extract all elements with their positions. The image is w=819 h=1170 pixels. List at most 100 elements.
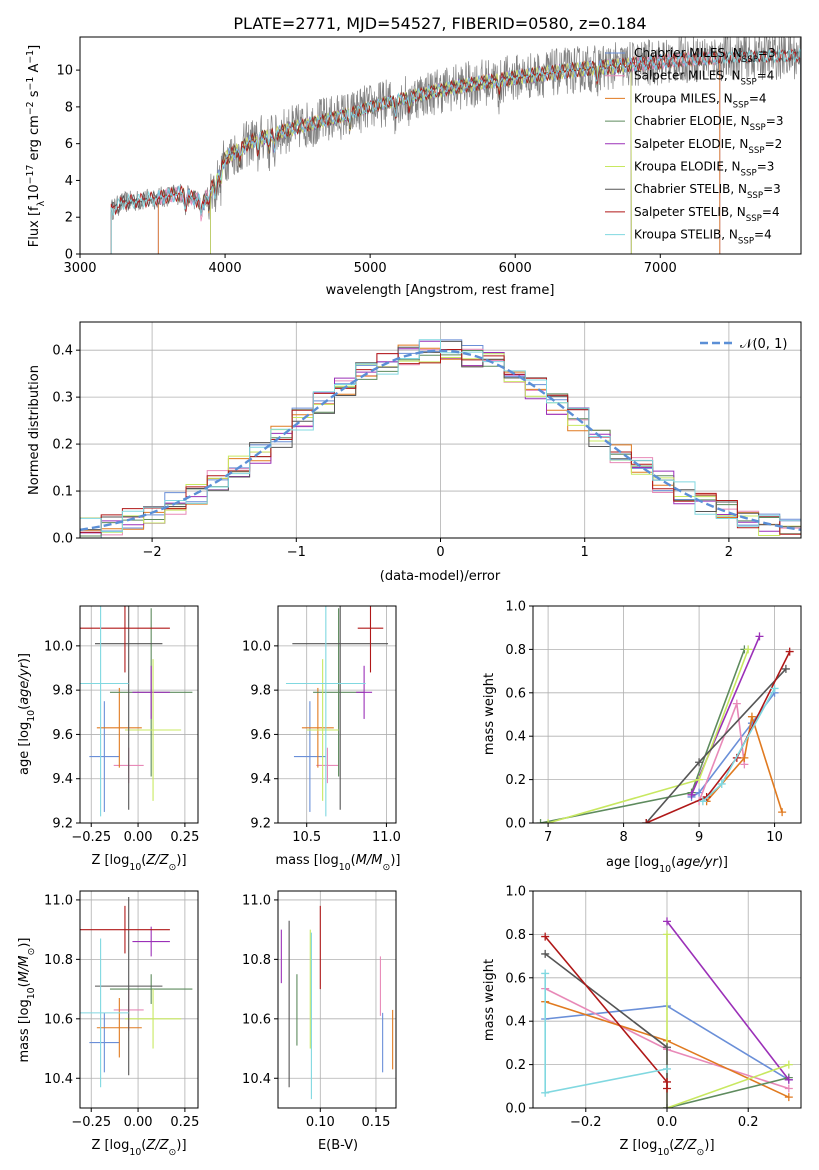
xtick-label: 3000 [63, 261, 96, 276]
data-point [740, 753, 749, 762]
xtick-label: 8 [619, 830, 627, 845]
data-point [778, 808, 787, 817]
y-axis-label: Normed distribution [27, 365, 42, 495]
series-line [666, 934, 790, 1108]
figure-title: PLATE=2771, MJD=54527, FIBERID=0580, z=0… [233, 14, 646, 33]
model-spectrum [110, 47, 801, 254]
axes-frame [79, 36, 802, 255]
xtick-label: 7 [544, 830, 552, 845]
ytick-label: 0.6 [505, 971, 526, 986]
ytick-label: 4 [65, 174, 73, 189]
data-point [695, 758, 704, 767]
ytick-label: 11.0 [242, 893, 271, 908]
legend-label: Salpeter STELIB, NSSP=4 [634, 205, 780, 224]
data-point [536, 819, 545, 823]
xtick-label: 0.25 [170, 1115, 199, 1130]
xtick-label: −0.2 [570, 1115, 602, 1130]
ytick-label: 0.4 [505, 730, 526, 745]
xtick-label: 10.5 [292, 830, 321, 845]
legend-label: Kroupa STELIB, NSSP=4 [634, 228, 772, 247]
data-point [698, 797, 707, 806]
ytick-label: 9.8 [250, 684, 271, 699]
xtick-label: 0.0 [657, 1115, 678, 1130]
ytick-label: 0.8 [505, 928, 526, 943]
data-point [695, 775, 704, 784]
y-axis-label: mass weight [482, 673, 497, 755]
data-point [781, 664, 790, 673]
ytick-label: 10.8 [242, 953, 271, 968]
ytick-label: 0.4 [52, 344, 73, 359]
data-point [541, 1088, 550, 1097]
data-point [770, 684, 779, 693]
legend-label: Kroupa MILES, NSSP=4 [634, 91, 767, 110]
ytick-label: 9.4 [250, 772, 271, 787]
series-line [666, 920, 790, 1081]
plot-area [80, 606, 193, 817]
histogram-series [80, 339, 801, 533]
panel-mass_vs_Z: −0.25 0.00 0.25 10.4 10.6 10.8 11.0 Z [log10(Z/… [17, 890, 199, 1158]
data-point [744, 645, 753, 654]
data-point [784, 1075, 793, 1084]
ytick-label: 10.6 [44, 1012, 73, 1027]
ytick-label: 10.6 [242, 1012, 271, 1027]
ytick-label: 9.6 [52, 728, 73, 743]
series-line [666, 1076, 789, 1108]
plot-area [110, 37, 801, 254]
ytick-label: 0.0 [52, 532, 73, 547]
plot-area [80, 339, 801, 538]
x-axis-label: (data-model)/error [380, 569, 501, 584]
ytick-label: 9.2 [250, 817, 271, 832]
ytick-label: 10.8 [44, 953, 73, 968]
data-point [663, 917, 671, 926]
x-axis-label: Z [log10(Z/Z⊙)] [91, 1138, 186, 1158]
data-point [663, 930, 671, 939]
xtick-label: 4000 [209, 261, 242, 276]
x-axis-label: mass [log10(M/M⊙)] [276, 853, 401, 873]
x-axis-label: Z [log10(Z/Z⊙)] [619, 1138, 714, 1158]
panel-age_vs_mass: 10.5 11.0 9.2 9.4 9.6 9.8 10.0 mass [log10(M/M⊙… [242, 605, 401, 873]
ytick-label: 11.0 [44, 893, 73, 908]
xtick-label: 1 [581, 545, 589, 560]
model-spectrum [210, 57, 632, 254]
xtick-label: 0.2 [738, 1115, 759, 1130]
plot-area [536, 632, 794, 823]
data-point [785, 647, 794, 656]
ytick-label: 0.2 [52, 438, 73, 453]
panel-age_vs_Z: −0.25 0.00 0.25 9.2 9.4 9.6 9.8 10.0 Z [log10(Z/… [17, 605, 199, 873]
ytick-label: 0.8 [505, 643, 526, 658]
legend-label: Salpeter MILES, NSSP=4 [634, 69, 774, 88]
gaussian-curve [80, 349, 801, 531]
legend-label: Chabrier STELIB, NSSP=3 [634, 182, 781, 201]
plot-area [80, 896, 193, 1088]
data-point [642, 819, 651, 823]
panel-spectrum: 3000 4000 5000 6000 7000 0 2 4 6 8 10 wavelength [A… [25, 36, 802, 298]
xtick-label: 10 [766, 830, 783, 845]
xtick-label: 0.15 [361, 1115, 390, 1130]
ytick-label: 10.4 [242, 1072, 271, 1087]
data-point [784, 1084, 793, 1093]
xtick-label: 0.00 [124, 1115, 153, 1130]
data-point [541, 932, 550, 941]
x-axis-label: Z [log10(Z/Z⊙)] [91, 853, 186, 873]
y-axis-label: mass [log10(M/M⊙)] [17, 938, 37, 1063]
xtick-label: 6000 [499, 261, 532, 276]
xtick-label: 5000 [354, 261, 387, 276]
ytick-label: 9.6 [250, 728, 271, 743]
ytick-label: 9.8 [52, 684, 73, 699]
series-line [645, 668, 787, 823]
xtick-label: −1 [287, 545, 306, 560]
data-point [755, 632, 764, 641]
ytick-label: 0.3 [52, 391, 73, 406]
data-point [717, 779, 726, 788]
axes-frame [277, 605, 397, 824]
ytick-label: 0.1 [52, 485, 73, 500]
xtick-label: −0.25 [71, 1115, 111, 1130]
legend-label: Salpeter ELODIE, NSSP=2 [634, 137, 782, 156]
xtick-label: 2 [725, 545, 733, 560]
y-axis-label: mass weight [482, 959, 497, 1041]
plot-area [285, 606, 389, 817]
plot-area [280, 905, 394, 1100]
data-point [784, 1093, 793, 1102]
ytick-label: 1.0 [505, 600, 526, 615]
